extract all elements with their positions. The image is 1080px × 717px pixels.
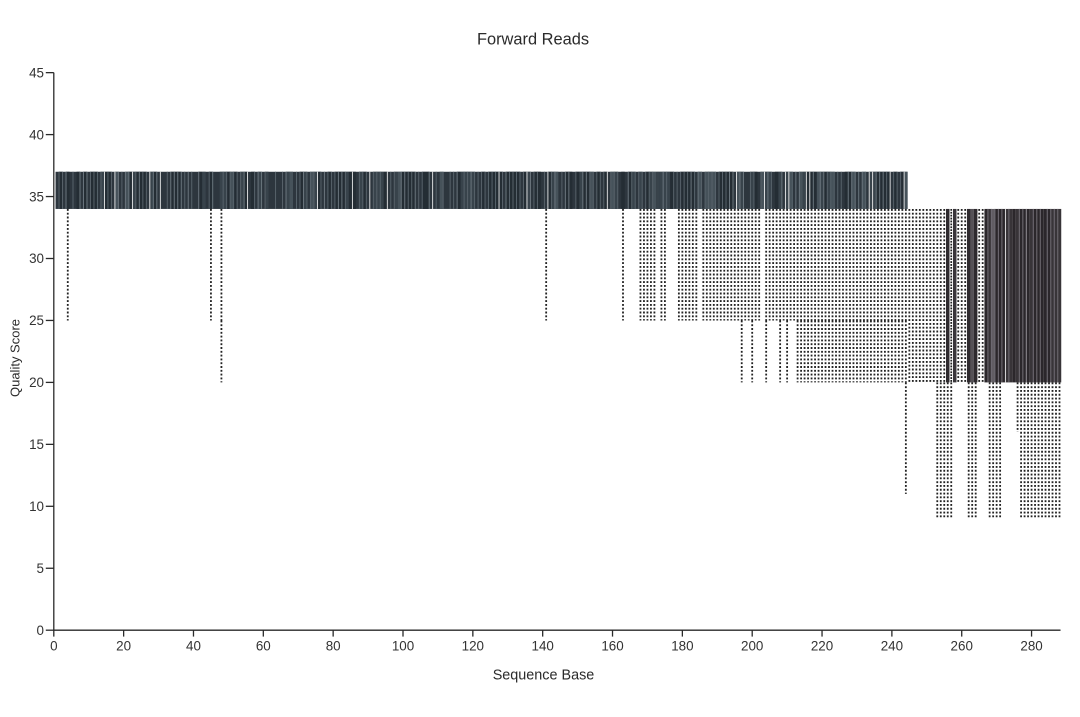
svg-text:30: 30 — [29, 251, 44, 266]
svg-text:280: 280 — [1020, 639, 1042, 654]
svg-text:15: 15 — [29, 437, 44, 452]
svg-text:35: 35 — [29, 189, 44, 204]
svg-text:20: 20 — [29, 375, 44, 390]
svg-text:45: 45 — [29, 65, 44, 80]
svg-text:40: 40 — [29, 127, 44, 142]
svg-text:60: 60 — [256, 639, 271, 654]
svg-text:240: 240 — [881, 639, 903, 654]
svg-text:Quality Score: Quality Score — [8, 319, 23, 397]
svg-text:80: 80 — [326, 639, 341, 654]
svg-text:0: 0 — [37, 623, 44, 638]
svg-text:Sequence Base: Sequence Base — [493, 668, 595, 684]
svg-text:40: 40 — [186, 639, 201, 654]
svg-text:5: 5 — [37, 561, 44, 576]
svg-text:220: 220 — [811, 639, 833, 654]
svg-text:0: 0 — [50, 639, 57, 654]
svg-text:10: 10 — [29, 499, 44, 514]
svg-text:120: 120 — [462, 639, 484, 654]
svg-text:260: 260 — [951, 639, 973, 654]
svg-text:100: 100 — [392, 639, 414, 654]
svg-text:25: 25 — [29, 313, 44, 328]
svg-text:160: 160 — [601, 639, 623, 654]
svg-text:20: 20 — [116, 639, 131, 654]
svg-text:140: 140 — [532, 639, 554, 654]
svg-text:200: 200 — [741, 639, 763, 654]
svg-text:Forward Reads: Forward Reads — [477, 31, 589, 49]
svg-text:180: 180 — [671, 639, 693, 654]
